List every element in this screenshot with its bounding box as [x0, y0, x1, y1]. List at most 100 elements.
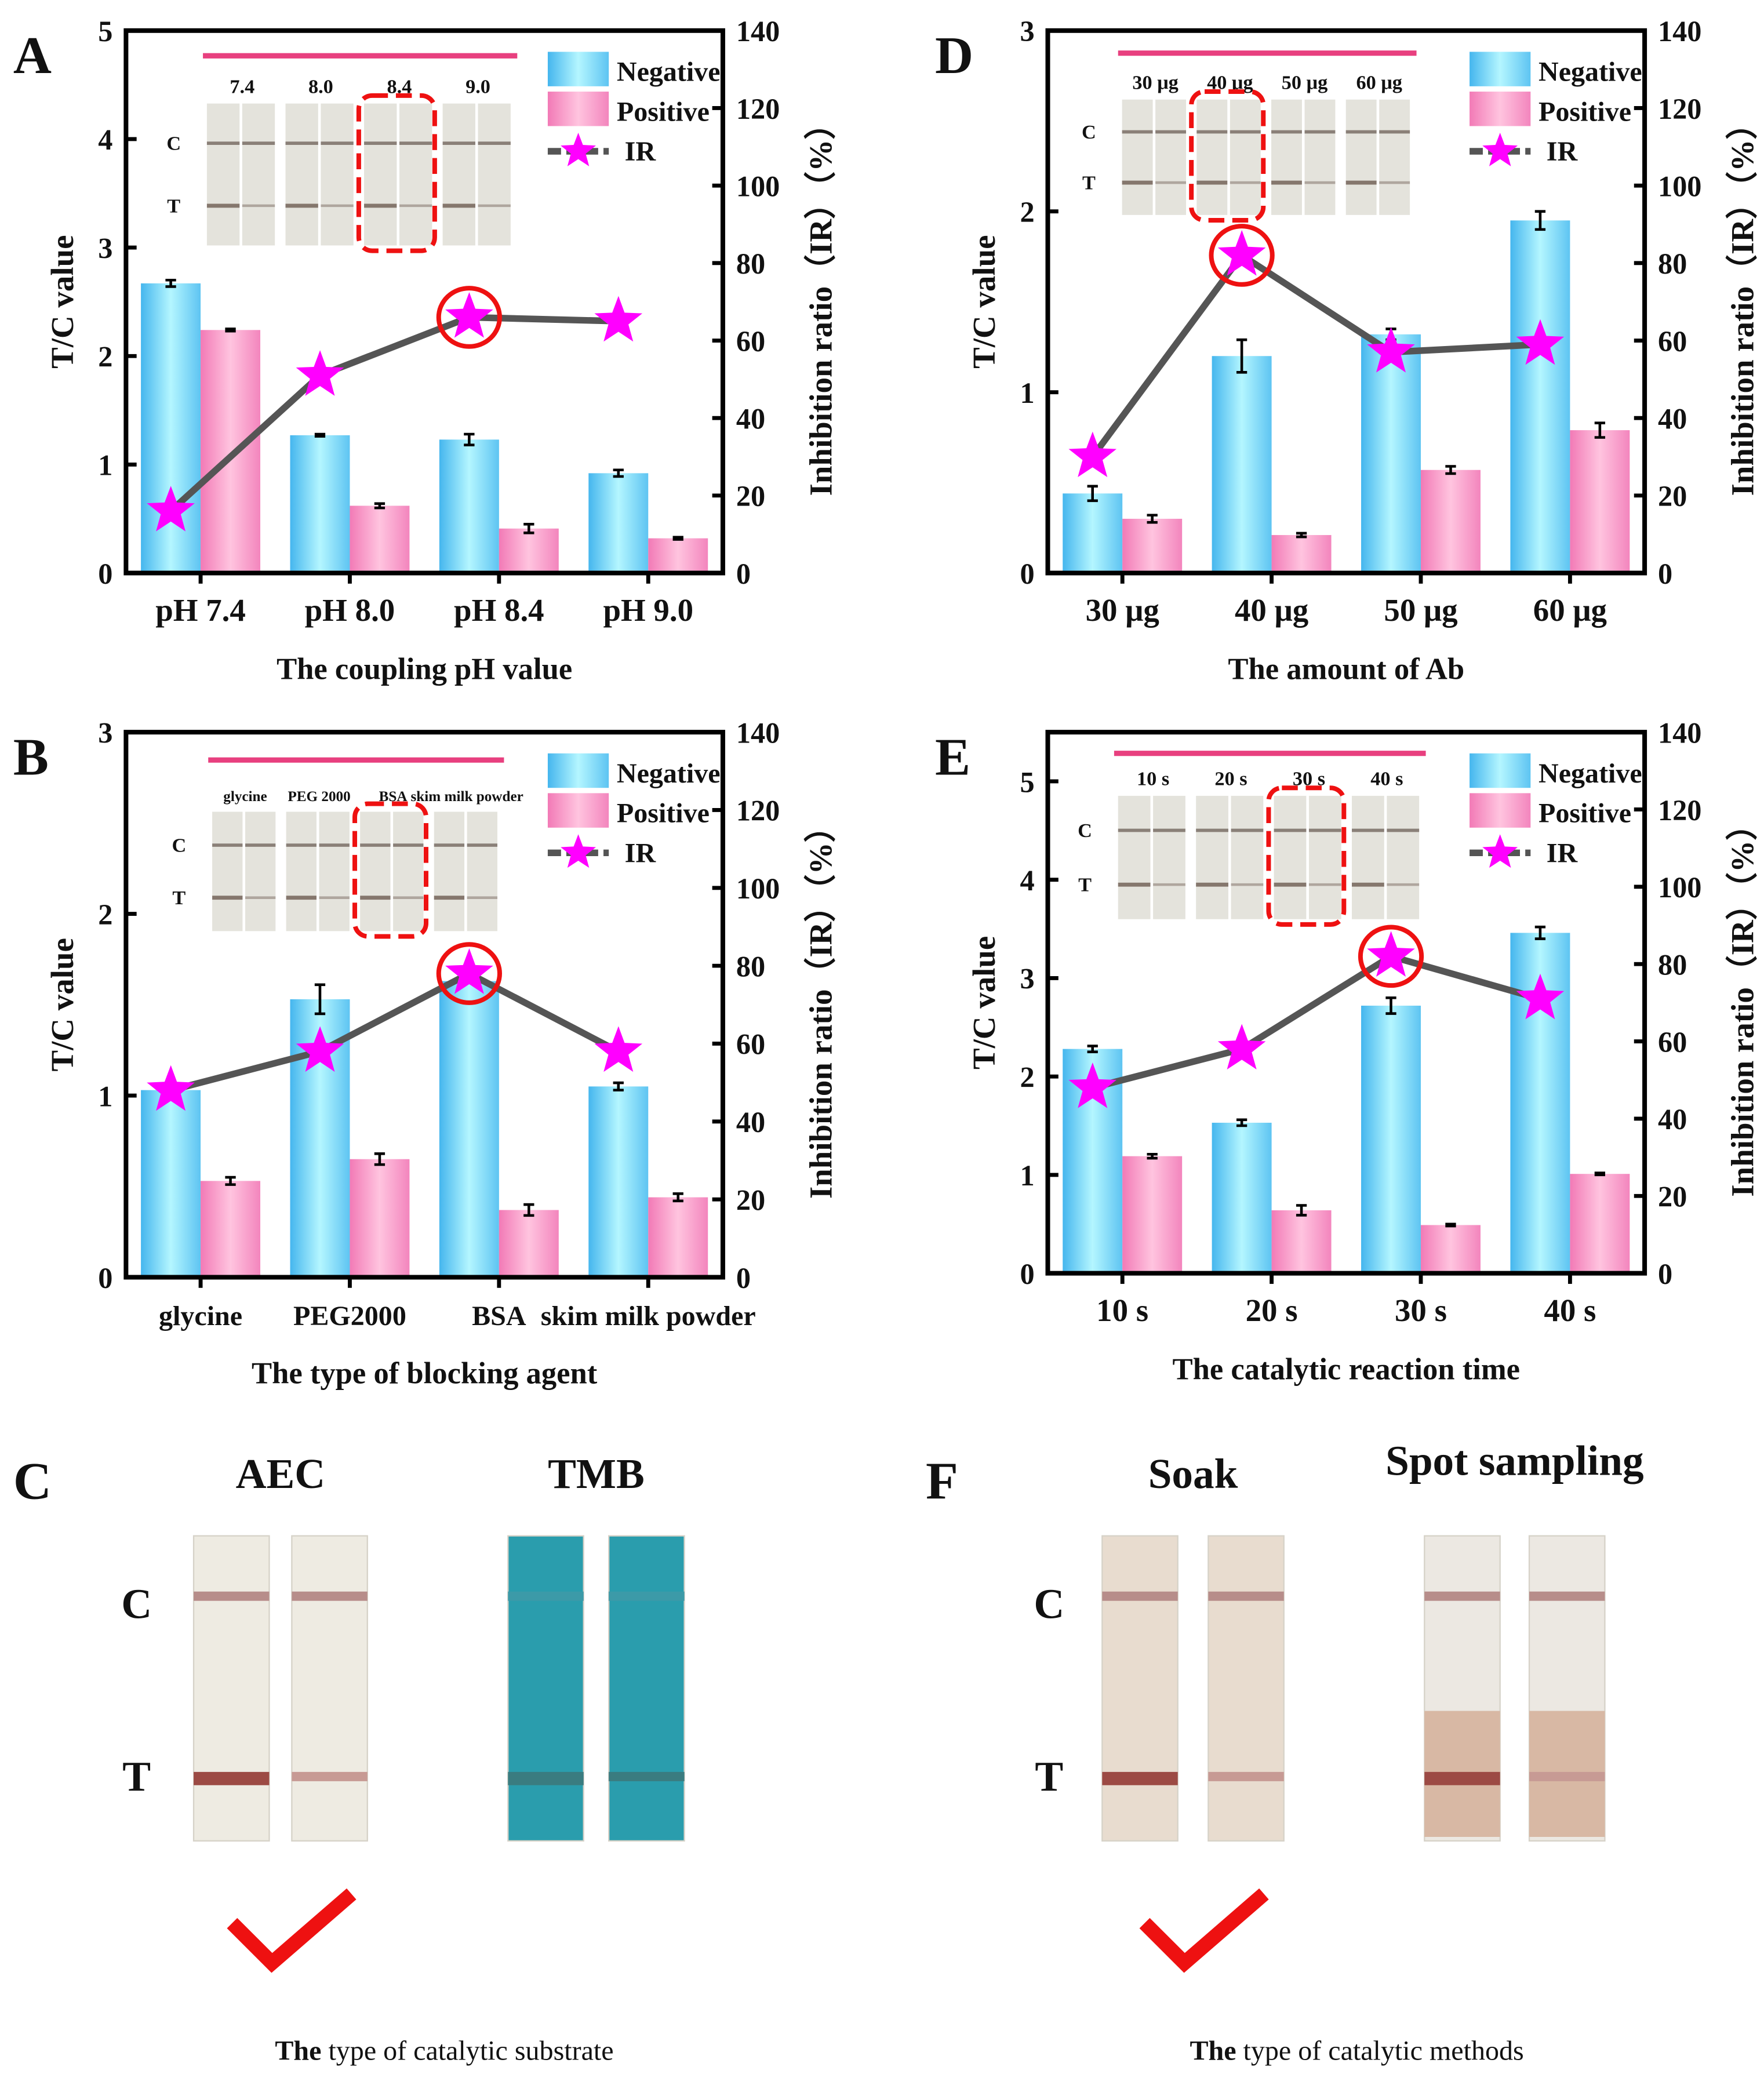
test-strip [1387, 795, 1420, 919]
test-strip [1304, 99, 1336, 215]
test-strip [1379, 99, 1410, 215]
y-tick-label: 0 [1020, 1258, 1034, 1290]
chart-panel-D: D 30 μg 40 μg 50 μg 60 μg C T 0 1 2 3 0 20 40 60 80 100 1… [935, 15, 1761, 686]
y-tick-label: 5 [98, 15, 112, 48]
control-line [508, 1591, 584, 1601]
positive-bar [350, 1159, 410, 1278]
positive-bar [1122, 518, 1183, 573]
legend-label-negative: Negative [617, 758, 721, 789]
test-strip [1196, 795, 1228, 919]
negative-bar [1063, 493, 1123, 573]
error-bar [1296, 1204, 1307, 1217]
y2-axis-title: Inhibition ratio（IR）（%） [803, 108, 839, 496]
ir-star [1367, 931, 1415, 977]
legend-swatch-negative [547, 52, 609, 86]
x-tick-label: BSA [472, 1301, 526, 1331]
x-tick-label: 40 s [1544, 1293, 1596, 1328]
highlight-box [352, 801, 429, 939]
test-strip [1308, 795, 1341, 919]
legend-label-positive: Positive [617, 798, 710, 829]
y-axis-title: T/C value [966, 235, 1002, 369]
inset-row-t: T [167, 195, 180, 217]
legend-star-ir [561, 834, 596, 868]
test-strip [1122, 99, 1153, 215]
negative-bar [1361, 334, 1421, 573]
y2-tick-label: 0 [736, 1262, 751, 1294]
legend-label-positive: Positive [1539, 798, 1631, 829]
legend-swatch-positive [1470, 793, 1531, 828]
y2-tick-label: 80 [736, 248, 765, 280]
test-strip [212, 812, 243, 931]
y2-tick-label: 140 [736, 716, 780, 749]
legend-label-ir: IR [625, 136, 657, 167]
y2-tick-label: 20 [1658, 1181, 1687, 1213]
error-bar [1087, 485, 1098, 503]
inset-row-c: C [1078, 820, 1092, 842]
inset-row-t: T [1078, 874, 1092, 896]
y-tick-label: 1 [1020, 377, 1034, 409]
legend-label-positive: Positive [1539, 96, 1631, 127]
error-bar [464, 432, 475, 447]
negative-bar [290, 435, 350, 573]
y2-tick-label: 140 [736, 15, 780, 48]
y2-tick-label: 20 [736, 480, 765, 512]
positive-bar [350, 505, 410, 573]
plot-frame [123, 730, 725, 1280]
y2-tick-label: 60 [736, 1028, 765, 1061]
inset-label: 8.0 [308, 75, 333, 97]
y-tick-label: 2 [98, 898, 112, 931]
checkmark-icon [227, 1888, 357, 1973]
y-tick-label: 3 [98, 232, 112, 264]
x-tick-label: pH 9.0 [603, 592, 693, 628]
legend-label-positive: Positive [617, 96, 710, 127]
legend-star-ir [561, 132, 596, 166]
error-bar [374, 502, 385, 510]
control-line [1208, 1591, 1284, 1601]
highlight-circle [1358, 925, 1424, 988]
control-line [1424, 1591, 1500, 1601]
test-strip [1155, 99, 1187, 215]
y2-axis-title: Inhibition ratio（IR）（%） [803, 810, 839, 1199]
y-tick-label: 4 [1020, 864, 1034, 897]
inset-row-c: C [1082, 121, 1096, 143]
error-bar [1236, 338, 1247, 374]
test-line [292, 1771, 368, 1781]
y2-tick-label: 100 [1658, 170, 1702, 202]
negative-bar [141, 283, 201, 573]
test-line [1102, 1771, 1178, 1785]
ir-star [445, 292, 493, 338]
x-tick-label: skim milk powder [541, 1301, 756, 1331]
test-strip [467, 812, 497, 931]
positive-bar [1420, 470, 1481, 573]
inset-label: 60 μg [1356, 71, 1402, 93]
error-bar [1594, 1171, 1606, 1177]
y-tick-label: 1 [98, 1080, 112, 1112]
positive-bar [499, 1210, 559, 1278]
caption-rest: type of catalytic methods [1236, 2035, 1524, 2066]
legend-swatch-negative [547, 753, 609, 788]
test-strip [285, 103, 318, 246]
test-strip [245, 812, 276, 931]
error-bar [374, 1152, 385, 1166]
ir-star [1367, 327, 1415, 373]
control-line [1102, 1591, 1178, 1601]
y-tick-label: 1 [1020, 1159, 1034, 1192]
y2-tick-label: 100 [1658, 871, 1702, 904]
ir-star [594, 1026, 643, 1072]
positive-bar [1271, 1210, 1332, 1273]
inset-label: 40 s [1370, 768, 1403, 790]
panel-label: B [13, 727, 49, 786]
test-strip [242, 103, 275, 246]
y2-tick-label: 80 [1658, 248, 1687, 280]
positive-bar [201, 330, 261, 573]
group-label: TMB [548, 1450, 645, 1497]
inset-label: PEG 2000 [288, 789, 350, 805]
ir-star [1217, 230, 1266, 276]
legend-label-negative: Negative [617, 57, 721, 88]
error-bar [1385, 996, 1396, 1015]
negative-bar [588, 473, 649, 573]
panel-label: A [13, 26, 52, 85]
y2-tick-label: 120 [736, 795, 780, 827]
error-bar [1236, 1118, 1247, 1127]
